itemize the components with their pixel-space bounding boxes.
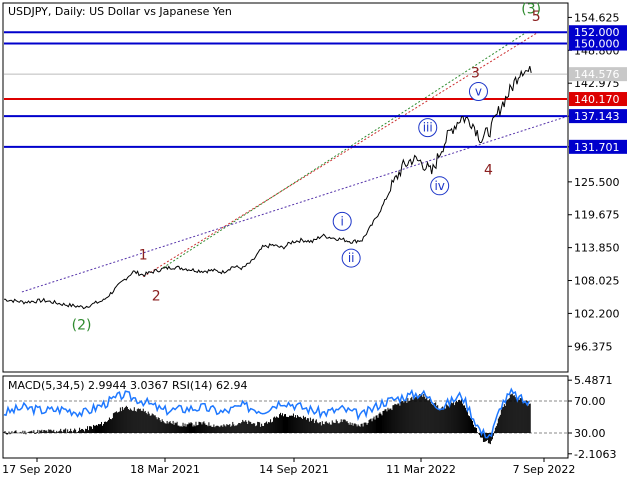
x-tick-label: 18 Mar 2021 (130, 463, 200, 476)
wave-label-circle (430, 176, 450, 196)
wave-label: 1 (139, 248, 148, 264)
y-tick-label: 102.200 (574, 307, 620, 320)
wave-label: v (475, 85, 482, 99)
x-tick-label: 11 Mar 2022 (386, 463, 456, 476)
wave-label: iv (434, 179, 444, 193)
price-level-label: 137.143 (574, 110, 620, 123)
y-tick-label: 96.375 (574, 340, 613, 353)
wave-label: 4 (484, 162, 493, 178)
indicator-tick-label: 5.4871 (574, 374, 613, 387)
price-level-tag (569, 92, 627, 107)
trend-line (162, 30, 530, 269)
price-level-label: 144.576 (574, 68, 620, 81)
wave-label: iii (423, 121, 433, 135)
y-tick-label: 125.500 (574, 176, 620, 189)
x-tick-label: 7 Sep 2022 (513, 463, 576, 476)
indicator-tick-label: -2.1063 (574, 448, 616, 461)
wave-label: (2) (72, 318, 92, 334)
price-level-label: 131.701 (574, 141, 620, 154)
x-tick-label: 17 Sep 2020 (2, 463, 72, 476)
wave-label-circle (332, 211, 352, 231)
price-level-label: 150.000 (574, 38, 620, 51)
price-level-tag (569, 109, 627, 124)
indicator-panel (2, 375, 569, 459)
chart-title: USDJPY, Daily: US Dollar vs Japanese Yen (8, 5, 232, 18)
wave-label: i (341, 214, 344, 228)
indicator-tick-label: 70.00 (574, 395, 606, 408)
wave-label: 3 (471, 65, 480, 81)
wave-label-circle (418, 118, 438, 138)
wave-label: ii (348, 251, 355, 265)
wave-label: (3) (521, 2, 541, 18)
y-tick-label: 154.625 (574, 11, 620, 24)
price-series-line (4, 65, 532, 310)
wave-label: 2 (152, 288, 161, 304)
price-level-tag (569, 25, 627, 40)
y-tick-label: 119.675 (574, 209, 620, 222)
price-level-tag (569, 67, 627, 82)
indicator-title: MACD(5,34,5) 2.9944 3.0367 RSI(14) 62.94 (8, 379, 247, 392)
price-level-tag (569, 36, 627, 51)
wave-label: 5 (532, 9, 541, 25)
price-level-label: 140.170 (574, 93, 620, 106)
y-tick-label: 113.850 (574, 242, 620, 255)
trend-line (142, 31, 539, 278)
main-panel (2, 2, 569, 373)
rsi-line (3, 387, 530, 439)
indicator-tick-label: 30.00 (574, 427, 606, 440)
wave-label-circle (341, 248, 361, 268)
price-level-label: 152.000 (574, 26, 620, 39)
x-tick-label: 14 Sep 2021 (259, 463, 329, 476)
price-level-tag (569, 139, 627, 154)
wave-label-circle (468, 82, 488, 102)
y-tick-label: 108.025 (574, 275, 620, 288)
